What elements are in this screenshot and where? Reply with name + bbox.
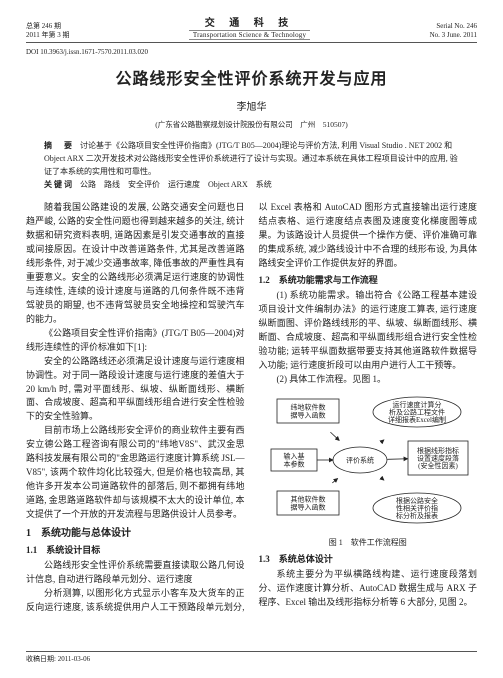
- svg-text:纬地软件数据导入函数: 纬地软件数据导入函数: [290, 402, 325, 419]
- svg-text:输入基本参数: 输入基本参数: [283, 451, 304, 468]
- flowchart-svg: 纬地软件数据导入函数 运行速度计算分析及公路工程文件详细报表Excel编制输入基本…: [263, 391, 473, 531]
- keywords-para: 关键词 公路 路线 安全评价 运行速度 Object ARX 系统: [44, 179, 459, 192]
- subsection-heading: 1.2 系统功能需求与工作流程: [259, 274, 478, 288]
- subsection-heading: 1.1 系统设计目标: [26, 544, 245, 558]
- para: (2) 具体工作流程。见图 1。: [259, 373, 478, 387]
- page-footer: 收稿日期: 2011-03-06: [26, 651, 477, 665]
- page-header: 总第 246 期 2011 年第 3 期 交 通 科 技 Transportat…: [26, 18, 477, 43]
- author: 李旭华: [26, 100, 477, 115]
- section-heading: 1 系统功能与总体设计: [26, 526, 245, 542]
- para: 《公路项目安全性评价指南》(JTG/T B05—2004)对线形连续性的评价标准…: [26, 327, 245, 355]
- para: 安全的公路路线还必须满足设计速度与运行速度相协调性。对于同一路段设计速度与运行速…: [26, 355, 245, 425]
- journal-en: Transportation Science & Technology: [189, 30, 310, 40]
- keywords-label: 关键词: [44, 180, 74, 189]
- svg-text:根据线形指标设置速度段落(安全性因素): 根据线形指标设置速度段落(安全性因素): [417, 445, 459, 469]
- body-columns: 随着我国公路建设的发展, 公路交通安全问题也日趋严峻, 公路的安全性问题也得到越…: [26, 201, 477, 615]
- para: (1) 系统功能需求。输出符合《公路工程基本建设项目设计文件编制办法》的运行速度…: [259, 289, 478, 373]
- header-left: 总第 246 期 2011 年第 3 期: [26, 22, 70, 40]
- flowchart-figure: 纬地软件数据导入函数 运行速度计算分析及公路工程文件详细报表Excel编制输入基本…: [259, 391, 478, 550]
- keywords-text: 公路 路线 安全评价 运行速度 Object ARX 系统: [80, 180, 272, 189]
- abstract-text: 讨论基于《公路项目安全性评价指南》(JTG/T B05—2004)理论与评价方法…: [44, 141, 458, 176]
- abstract-para: 摘 要 讨论基于《公路项目安全性评价指南》(JTG/T B05—2004)理论与…: [44, 140, 459, 178]
- date-en: No. 3 June. 2011: [430, 31, 477, 40]
- figure-caption: 图 1 软件工作流程图: [259, 537, 478, 549]
- svg-text:评价系统: 评价系统: [346, 455, 374, 464]
- journal-cn: 交 通 科 技: [189, 18, 310, 30]
- para: 系统主要分为平纵横路线构建、运行速度段落划分、运作速度计算分析、AutoCAD …: [259, 568, 478, 610]
- abstract-block: 摘 要 讨论基于《公路项目安全性评价指南》(JTG/T B05—2004)理论与…: [44, 140, 459, 191]
- issue-total: 总第 246 期: [26, 22, 70, 31]
- issue-sub: 2011 年第 3 期: [26, 31, 70, 40]
- header-center: 交 通 科 技 Transportation Science & Technol…: [189, 18, 310, 40]
- doi-line: DOI 10.3963/j.issn.1671-7570.2011.03.020: [26, 47, 477, 58]
- para: 目前市场上公路线形安全评价的商业软件主要有西安立德公路工程咨询有限公司的"纬地V…: [26, 424, 245, 522]
- abstract-label: 摘 要: [44, 141, 74, 150]
- subsection-heading: 1.3 系统总体设计: [259, 553, 478, 567]
- svg-text:运行速度计算分析及公路工程文件详细报表Excel编制: 运行速度计算分析及公路工程文件详细报表Excel编制: [388, 399, 446, 423]
- serial-en: Serial No. 246: [430, 22, 477, 31]
- article-title: 公路线形安全性评价系统开发与应用: [26, 68, 477, 92]
- para: 随着我国公路建设的发展, 公路交通安全问题也日趋严峻, 公路的安全性问题也得到越…: [26, 201, 245, 326]
- svg-text:其他软件数据导入函数: 其他软件数据导入函数: [290, 494, 325, 511]
- received-date: 收稿日期: 2011-03-06: [26, 655, 90, 663]
- affiliation: (广东省公路勘察规划设计院股份有限公司 广州 510507): [26, 119, 477, 130]
- para: 公路线形安全性评价系统需要直接读取公路几何设计信息, 自动进行路段单元划分、运行…: [26, 559, 245, 587]
- svg-text:根据公路安全性相关评价指标分析及报表: 根据公路安全性相关评价指标分析及报表: [396, 495, 438, 519]
- header-right: Serial No. 246 No. 3 June. 2011: [430, 22, 477, 40]
